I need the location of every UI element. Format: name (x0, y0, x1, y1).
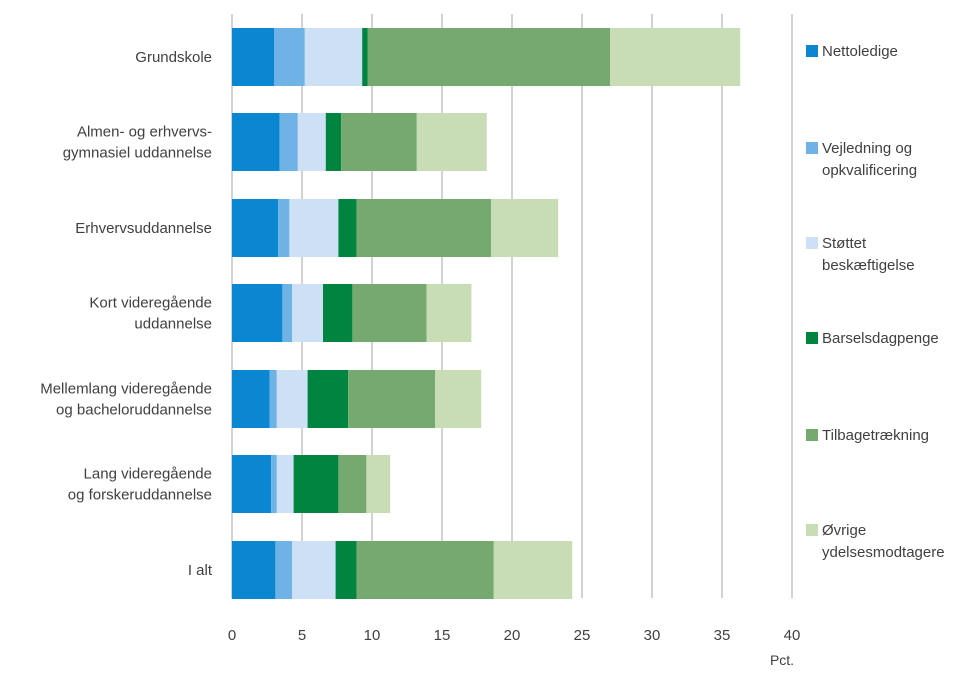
bar-segment (348, 370, 435, 428)
bar-segment (304, 28, 363, 86)
bar-segment (435, 370, 482, 428)
bar-segment (493, 541, 573, 599)
bar-segment (232, 28, 274, 86)
bar-segment (232, 284, 283, 342)
legend-label: Vejledning og opkvalificering (822, 140, 917, 179)
legend-label: Støttet beskæftigelse (822, 235, 915, 274)
legend-swatch (806, 429, 818, 441)
x-tick-labels: 0 5 10 15 20 25 30 35 40 (228, 627, 801, 644)
bar-segment (335, 541, 357, 599)
bar-segment (323, 284, 353, 342)
legend-item: Vejledning og opkvalificering (806, 140, 917, 179)
legend-swatch (806, 45, 818, 57)
legend-label: Øvrige ydelsesmodtagere (822, 522, 945, 561)
bar-segment (276, 455, 294, 513)
bar-segment (271, 455, 277, 513)
bar-segment (610, 28, 741, 86)
category-label: Kort videregående uddannelse (89, 295, 212, 333)
bar-segment (297, 113, 326, 171)
x-tick-label: 15 (434, 627, 451, 644)
bar-segment (356, 199, 491, 257)
bar-segment (325, 113, 342, 171)
bar-segment (338, 455, 367, 513)
bar-segment (367, 28, 610, 86)
x-tick-label: 20 (504, 627, 521, 644)
category-label: I alt (188, 562, 213, 579)
bar-segment (289, 199, 339, 257)
x-tick-label: 30 (644, 627, 661, 644)
legend-swatch (806, 142, 818, 154)
legend-item: Barselsdagpenge (806, 330, 939, 347)
legend-swatch (806, 237, 818, 249)
bar-segment (352, 284, 427, 342)
x-tick-label: 0 (228, 627, 236, 644)
bar-segment (426, 284, 472, 342)
bar-segment (282, 284, 293, 342)
legend-label: Nettoledige (822, 43, 898, 60)
bar-segment (232, 541, 276, 599)
bar-segment (232, 113, 280, 171)
legend-item: Tilbagetrækning (806, 427, 929, 444)
legend-item: Øvrige ydelsesmodtagere (806, 522, 945, 561)
category-label: Lang videregående og forskeruddannelse (68, 466, 212, 504)
bar-segment (338, 199, 357, 257)
category-label: Erhvervsuddannelse (75, 220, 212, 237)
legend: Nettoledige Vejledning og opkvalificering S… (806, 43, 945, 561)
x-unit-label: Pct. (770, 652, 794, 668)
category-label: Grundskole (135, 49, 212, 66)
x-tick-label: 35 (714, 627, 731, 644)
bar-segment (416, 113, 487, 171)
legend-item: Støttet beskæftigelse (806, 235, 915, 274)
category-labels: Grundskole Almen- og erhvervs-gymnasiel u… (40, 49, 213, 579)
legend-swatch (806, 332, 818, 344)
bar-segment (232, 199, 279, 257)
bar-segment (274, 28, 305, 86)
legend-label: Barselsdagpenge (822, 330, 939, 347)
bar-segment (491, 199, 559, 257)
legend-label: Tilbagetrækning (822, 427, 929, 444)
bar-segment (278, 199, 290, 257)
category-label: Almen- og erhvervs-gymnasiel uddannelse (63, 124, 212, 162)
bar-segment (356, 541, 494, 599)
grid-lines (231, 14, 793, 598)
x-tick-label: 40 (784, 627, 801, 644)
bar-segment (279, 113, 298, 171)
category-label: Mellemlang videregående og bacheloruddann… (40, 381, 212, 419)
x-tick-label: 5 (298, 627, 306, 644)
bar-segment (366, 455, 391, 513)
bar-segment (292, 284, 323, 342)
bar-segment (362, 28, 368, 86)
bar-segment (276, 370, 308, 428)
x-tick-label: 25 (574, 627, 591, 644)
bar-segment (275, 541, 293, 599)
legend-swatch (806, 524, 818, 536)
bar-segment (293, 455, 339, 513)
bar-segment (341, 113, 417, 171)
x-tick-label: 10 (364, 627, 381, 644)
bar-segment (232, 370, 270, 428)
bar-segment (232, 455, 272, 513)
bars (232, 28, 741, 599)
legend-item: Nettoledige (806, 43, 898, 60)
bar-segment (307, 370, 349, 428)
bar-segment (269, 370, 277, 428)
bar-segment (292, 541, 336, 599)
